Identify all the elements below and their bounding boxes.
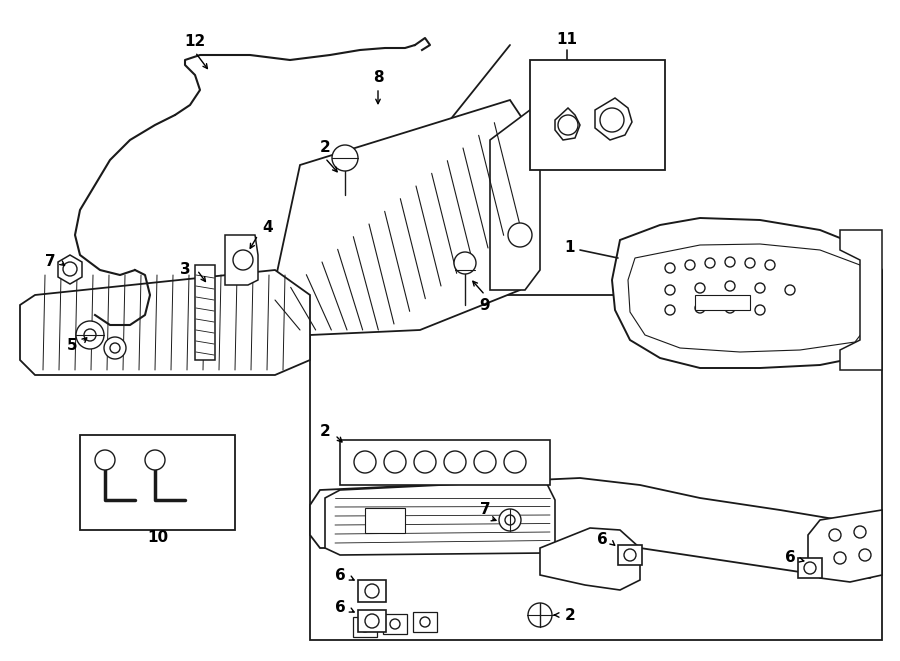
Text: 2: 2 [320,141,330,155]
Text: 4: 4 [263,221,274,235]
Circle shape [834,552,846,564]
Circle shape [765,260,775,270]
Circle shape [414,451,436,473]
Bar [365,508,405,533]
Text: 12: 12 [184,34,205,50]
Circle shape [665,305,675,315]
Polygon shape [270,100,530,335]
Polygon shape [555,108,580,140]
Bar [310,295,882,640]
Text: 6: 6 [597,533,608,547]
Polygon shape [540,528,640,590]
Text: 6: 6 [335,600,346,615]
Text: 3: 3 [180,262,190,278]
Circle shape [365,614,379,628]
Text: 7: 7 [45,254,55,270]
Circle shape [504,451,526,473]
Circle shape [695,283,705,293]
Circle shape [360,622,370,632]
Circle shape [110,343,120,353]
Polygon shape [20,270,310,375]
Text: 11: 11 [556,32,578,48]
Text: 7: 7 [480,502,491,518]
Circle shape [705,258,715,268]
Circle shape [854,526,866,538]
Circle shape [499,509,521,531]
Text: 2: 2 [564,607,575,623]
Circle shape [444,451,466,473]
Polygon shape [595,98,632,140]
Circle shape [785,285,795,295]
Circle shape [95,450,115,470]
Circle shape [508,223,532,247]
Circle shape [745,258,755,268]
Circle shape [528,603,552,627]
Polygon shape [383,614,407,634]
Bar [80,435,235,530]
Polygon shape [612,218,882,368]
Circle shape [332,145,358,171]
Text: 2: 2 [320,424,330,440]
Circle shape [474,451,496,473]
Circle shape [725,281,735,291]
Polygon shape [325,480,555,555]
Circle shape [365,584,379,598]
Circle shape [454,252,476,274]
Polygon shape [413,612,437,632]
Circle shape [104,337,126,359]
Polygon shape [353,617,377,637]
Circle shape [390,619,400,629]
Circle shape [755,305,765,315]
Circle shape [695,303,705,313]
Circle shape [354,451,376,473]
Text: 9: 9 [480,297,491,313]
Circle shape [233,250,253,270]
Bar [358,580,386,602]
Polygon shape [195,265,215,360]
Circle shape [76,321,104,349]
Polygon shape [490,110,540,290]
Polygon shape [310,478,882,578]
Circle shape [829,529,841,541]
Polygon shape [808,510,882,582]
Bar [530,60,665,170]
Circle shape [505,515,515,525]
Text: 5: 5 [67,338,77,352]
Polygon shape [58,255,82,284]
Circle shape [665,285,675,295]
Bar [798,558,822,578]
Circle shape [859,549,871,561]
Bar [695,295,750,310]
Circle shape [600,108,624,132]
Circle shape [558,115,578,135]
Bar [618,545,642,565]
Circle shape [145,450,165,470]
Circle shape [384,451,406,473]
Circle shape [725,303,735,313]
Circle shape [420,617,430,627]
Circle shape [84,329,96,341]
Text: 8: 8 [373,71,383,85]
Circle shape [685,260,695,270]
Circle shape [755,283,765,293]
Text: 6: 6 [335,568,346,582]
Bar [358,610,386,632]
Text: 10: 10 [148,531,168,545]
Circle shape [725,257,735,267]
Text: 1: 1 [565,241,575,256]
Circle shape [804,562,816,574]
Polygon shape [225,235,258,285]
Polygon shape [628,244,868,352]
Circle shape [665,263,675,273]
Circle shape [63,262,77,276]
Text: 6: 6 [785,551,796,566]
Bar [340,440,550,485]
Circle shape [624,549,636,561]
Polygon shape [840,230,882,370]
